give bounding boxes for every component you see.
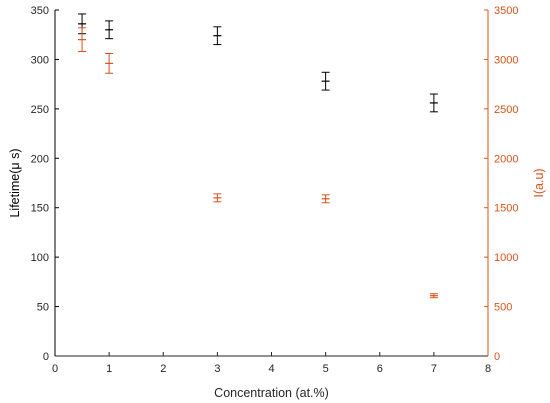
lifetime-point (429, 93, 438, 113)
left-y-axis-label: Lifetime(μ s) (8, 148, 22, 217)
left-y-axis: 0 50 100 150 200 250 300 350 (31, 5, 59, 363)
x-tick-label: 4 (268, 363, 274, 375)
right-y-tick-label: 3500 (494, 5, 518, 17)
x-tick-label: 2 (160, 363, 166, 375)
right-y-tick-label: 2500 (494, 104, 518, 116)
intensity-point (105, 52, 114, 74)
left-y-tick-label: 50 (37, 302, 49, 314)
right-y-axis-label: I(a.u) (532, 168, 546, 197)
x-tick-label: 6 (377, 363, 383, 375)
left-y-tick-label: 100 (31, 252, 49, 264)
right-y-tick-label: 500 (494, 302, 512, 314)
x-axis-label: Concentration (at.%) (214, 386, 329, 400)
right-y-tick-label: 2000 (494, 153, 518, 165)
x-tick-label: 3 (214, 363, 220, 375)
intensity-point (213, 193, 222, 203)
intensity-point (78, 27, 87, 53)
lifetime-point (105, 20, 114, 40)
left-y-tick-label: 0 (43, 351, 49, 363)
x-tick-label: 1 (106, 363, 112, 375)
right-y-tick-label: 1500 (494, 203, 518, 215)
right-y-tick-label: 1000 (494, 252, 518, 264)
left-y-tick-label: 300 (31, 54, 49, 66)
x-tick-label: 8 (485, 363, 491, 375)
lifetime-point (321, 71, 330, 91)
x-tick-label: 7 (431, 363, 437, 375)
left-y-tick-label: 350 (31, 5, 49, 17)
left-y-tick-label: 150 (31, 203, 49, 215)
x-tick-label: 5 (323, 363, 329, 375)
intensity-point (321, 194, 330, 204)
x-tick-label: 0 (52, 363, 58, 375)
x-axis: 0 1 2 3 4 5 6 7 8 (52, 352, 491, 375)
left-y-tick-label: 250 (31, 104, 49, 116)
plot-marks (78, 13, 438, 299)
right-y-tick-label: 3000 (494, 54, 518, 66)
left-y-tick-label: 200 (31, 153, 49, 165)
lifetime-point (213, 26, 222, 46)
right-y-tick-label: 0 (494, 351, 500, 363)
right-y-axis: 0 500 1000 1500 2000 2500 3000 3500 (484, 5, 518, 363)
intensity-point (429, 293, 438, 299)
